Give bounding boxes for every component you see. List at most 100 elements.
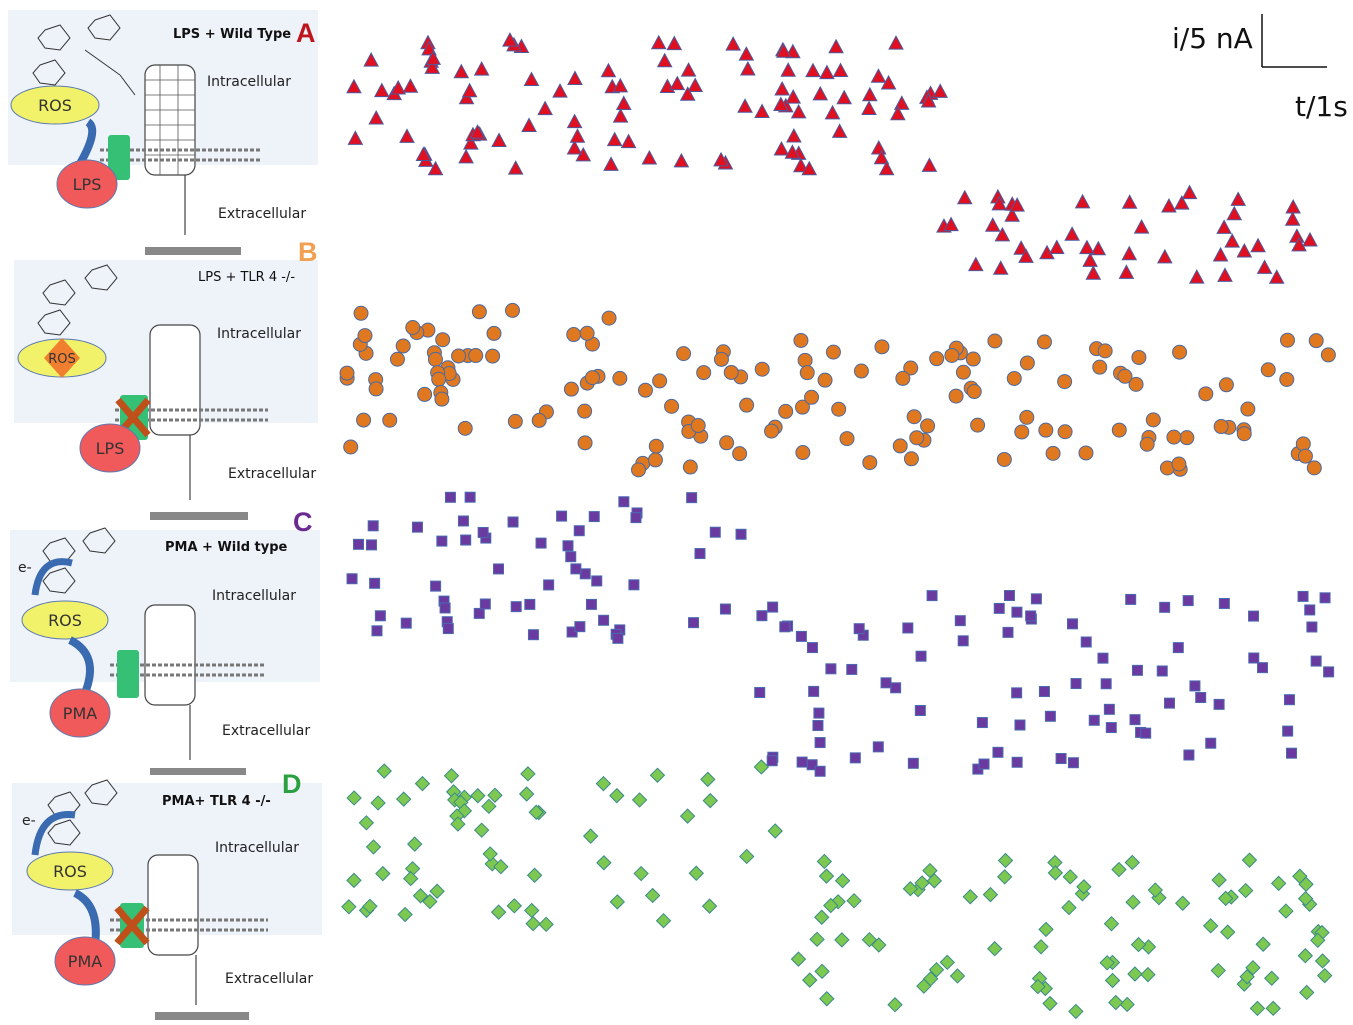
trace-marker — [647, 452, 663, 468]
trace-marker — [577, 435, 593, 451]
panel-letter: D — [282, 769, 302, 799]
trace-marker — [992, 746, 1004, 758]
trace-marker — [631, 462, 647, 478]
trace-marker — [932, 83, 949, 98]
trace-marker — [482, 846, 498, 862]
trace-marker — [1038, 422, 1054, 438]
trace-marker — [1045, 445, 1061, 461]
ros-label: ROS — [48, 611, 82, 630]
trace-marker — [1103, 703, 1115, 715]
trace-marker — [774, 80, 790, 96]
trace-marker — [813, 707, 825, 719]
trace-marker — [1018, 248, 1034, 263]
trace-marker — [1216, 219, 1232, 234]
blocked-icon — [114, 905, 150, 946]
electrode-icon — [155, 1012, 249, 1020]
trace-marker — [929, 351, 945, 367]
trace-marker — [903, 451, 919, 467]
trace-marker — [948, 388, 964, 404]
trace-marker — [982, 886, 999, 903]
trace-marker — [543, 579, 555, 591]
trace-marker — [902, 622, 914, 634]
trace-marker — [1279, 332, 1295, 348]
trace-marker — [1140, 727, 1152, 739]
trace-marker — [566, 113, 583, 129]
trace-marker — [457, 515, 469, 527]
trace-marker — [682, 459, 698, 475]
trace-marker — [1014, 424, 1030, 440]
trace-marker — [1183, 749, 1195, 761]
trace-marker — [1282, 725, 1294, 737]
trace-marker — [823, 897, 839, 914]
trace-marker — [888, 35, 904, 50]
trace-d — [341, 759, 1333, 1020]
trace-marker — [994, 226, 1011, 242]
trace-marker — [680, 62, 697, 77]
trace-marker — [1297, 890, 1314, 907]
current-scale-label: i/5 nA — [1172, 22, 1253, 55]
trace-marker — [839, 431, 855, 447]
trace-marker — [773, 96, 789, 111]
trace-marker — [473, 607, 485, 619]
trace-marker — [1147, 882, 1164, 898]
trace-marker — [648, 438, 664, 454]
trace-marker — [679, 86, 696, 101]
trace-marker — [1066, 618, 1078, 630]
trace-marker — [991, 195, 1008, 211]
trace-marker — [1189, 680, 1201, 692]
trace-marker — [371, 625, 383, 637]
extracellular-label: Extracellular — [228, 466, 317, 482]
trace-marker — [723, 364, 739, 380]
trace-marker — [1210, 962, 1226, 979]
panel-a-diagram: ROS LPS — [8, 10, 318, 255]
trace-marker — [1310, 932, 1326, 949]
trace-marker — [431, 371, 447, 387]
trace-marker — [609, 787, 625, 804]
trace-marker — [739, 397, 755, 413]
trace-marker — [790, 951, 807, 967]
scale-bar — [1261, 14, 1327, 68]
trace-marker — [1070, 678, 1082, 690]
trace-marker — [1044, 710, 1056, 722]
trace-marker — [834, 932, 850, 948]
trace-marker — [754, 687, 766, 699]
trace-marker — [957, 635, 969, 647]
trace-marker — [1263, 970, 1280, 986]
trace-marker — [1097, 652, 1109, 664]
trace-marker — [468, 348, 484, 364]
trace-marker — [804, 389, 820, 405]
trace-marker — [458, 148, 474, 164]
trace-marker — [397, 906, 413, 923]
trace-marker — [471, 304, 487, 320]
trace-marker — [688, 865, 704, 881]
trace-marker — [518, 786, 535, 802]
trace-marker — [909, 430, 925, 446]
trace-marker — [976, 717, 988, 729]
trace-marker — [825, 344, 841, 360]
trace-marker — [507, 413, 523, 429]
trace-marker — [1213, 419, 1229, 435]
trace-marker — [1211, 872, 1227, 888]
trace-marker — [797, 352, 813, 368]
trace-marker — [1105, 722, 1117, 734]
trace-marker — [846, 663, 858, 675]
trace-marker — [987, 941, 1003, 957]
trace-marker — [1174, 895, 1191, 911]
arrow-icon — [31, 558, 73, 596]
intracellular-label: Intracellular — [215, 840, 300, 856]
extracellular-label: Extracellular — [225, 971, 314, 987]
electron-label: e- — [18, 560, 32, 576]
trace-marker — [709, 526, 721, 538]
trace-marker — [1036, 334, 1052, 350]
time-scale-label: t/1s — [1295, 90, 1348, 123]
trace-marker — [1078, 445, 1094, 461]
trace-marker — [1248, 610, 1260, 622]
trace-marker — [1217, 267, 1233, 282]
trace-marker — [1067, 757, 1079, 769]
nanotube-icon — [144, 64, 196, 176]
trace-marker — [1003, 590, 1015, 602]
panel-letter: A — [296, 18, 316, 48]
trace-marker — [537, 100, 553, 116]
trace-marker — [566, 139, 583, 155]
trace-marker — [464, 491, 476, 503]
